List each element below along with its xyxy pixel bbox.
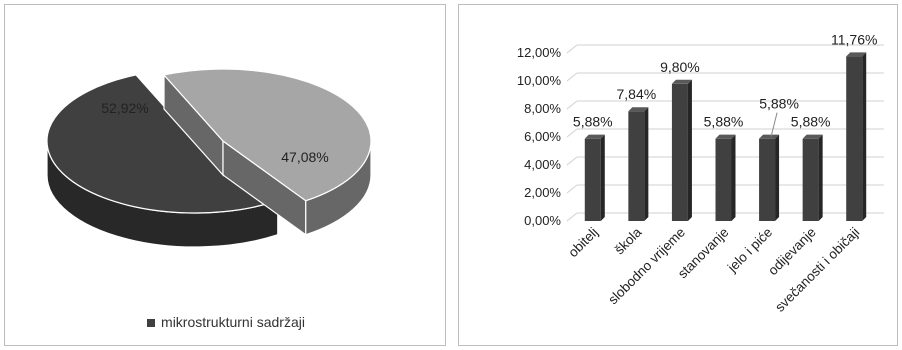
bar: [802, 134, 823, 221]
y-tick-label: 6,00%: [524, 129, 561, 144]
pie-data-label: 52,92%: [101, 100, 148, 116]
bar-data-label: 9,80%: [660, 59, 700, 75]
y-tick-label: 0,00%: [524, 213, 561, 228]
grid-line: [566, 156, 578, 166]
pie-data-label: 47,08%: [281, 149, 328, 165]
pie-chart: 52,92% 47,08%: [46, 68, 372, 248]
y-tick-label: 12,00%: [517, 45, 562, 60]
grid-line: [566, 212, 578, 222]
grid-line: [566, 72, 578, 82]
pie-slice: [46, 73, 280, 248]
y-tick-label: 2,00%: [524, 185, 561, 200]
pie-slice: [162, 68, 372, 236]
grid-line: [566, 184, 578, 194]
legend-entry: mikrostrukturni sadržaji: [161, 314, 305, 330]
label-leader-line: [770, 112, 778, 137]
bar: [628, 107, 649, 221]
y-tick-label: 8,00%: [524, 101, 561, 116]
bar: [759, 134, 780, 221]
pie-legend: mikrostrukturni sadržaji: [5, 314, 447, 330]
bar: [715, 134, 736, 221]
x-tick-label: obitelj: [565, 225, 601, 261]
grid-line: [566, 100, 578, 110]
bar-data-label: 5,88%: [573, 114, 613, 130]
bar: [584, 134, 605, 221]
x-tick-label: svečanosti i običaji: [772, 225, 862, 315]
bar-data-label: 7,84%: [617, 86, 657, 102]
bar: [846, 52, 867, 221]
grid-line: [566, 44, 578, 54]
bar: [671, 79, 692, 221]
grid-line: [566, 128, 578, 138]
bar-data-label: 5,88%: [791, 114, 831, 130]
y-tick-label: 4,00%: [524, 157, 561, 172]
y-tick-label: 10,00%: [517, 73, 562, 88]
pie-chart-panel: 52,92% 47,08% mikrostrukturni sadržaji: [4, 4, 446, 346]
x-tick-label: slobodno vrijeme: [605, 225, 688, 308]
bar-chart-panel: 0,00% 2,00% 4,00% 6,00% 8,00% 10,00% 12,00% 5,8…: [458, 4, 898, 346]
bar-data-label: 5,88%: [704, 114, 744, 130]
bar-data-label: 5,88%: [759, 96, 799, 112]
legend-swatch: [147, 319, 156, 328]
bar-data-label: 11,76%: [831, 31, 877, 47]
x-tick-label: škola: [612, 224, 645, 257]
bar-chart: 0,00% 2,00% 4,00% 6,00% 8,00% 10,00% 12,00% 5,8…: [517, 31, 884, 315]
